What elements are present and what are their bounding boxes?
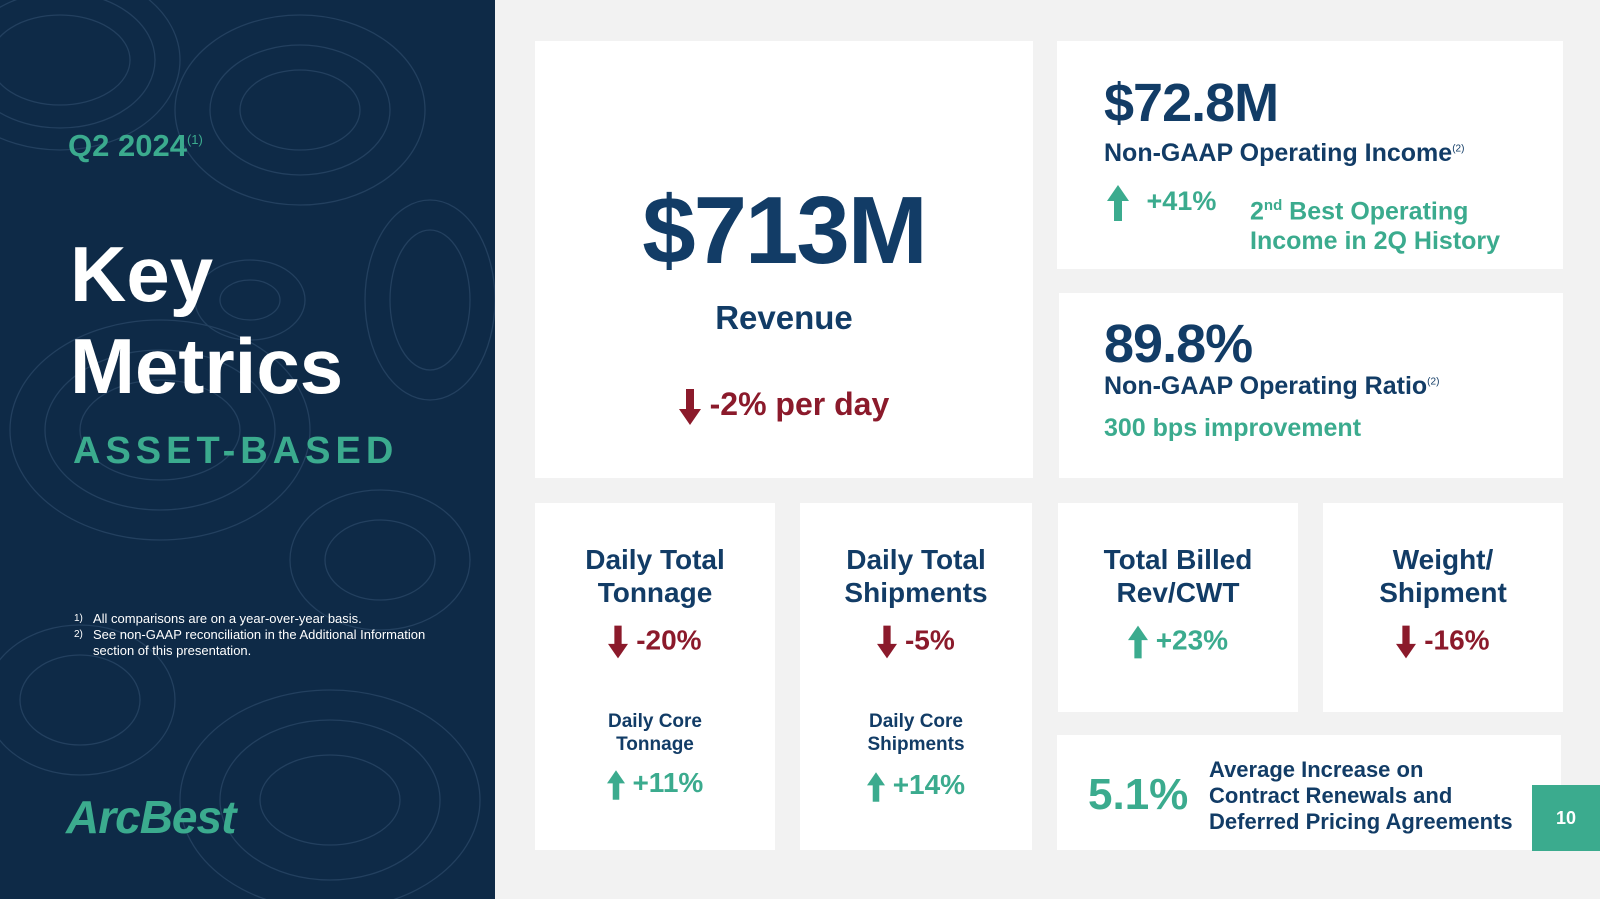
contract-description: Average Increase on Contract Renewals an… — [1209, 757, 1513, 835]
note-superscript: nd — [1263, 197, 1283, 214]
period-label: Q2 2024(1) — [68, 128, 203, 164]
arrow-up-icon — [1127, 625, 1148, 659]
arrow-down-icon — [1396, 625, 1417, 659]
arrow-up-icon — [866, 771, 885, 802]
revenue-change-text: -2% per day — [709, 386, 890, 422]
footnote-item: 1) All comparisons are on a year-over-ye… — [74, 611, 464, 627]
arrow-up-icon — [606, 769, 625, 800]
core-shipments-title: Daily Core Shipments — [800, 710, 1032, 756]
operating-income-note-line-2: Income in 2Q History — [1250, 227, 1501, 256]
note-prefix: 2 — [1250, 197, 1264, 226]
operating-ratio-label: Non-GAAP Operating Ratio(2) — [1104, 372, 1439, 401]
page-title: Key Metrics — [70, 228, 343, 412]
revenue-card: $713M Revenue -2% per day — [535, 41, 1033, 478]
segment-subtitle: ASSET-BASED — [73, 430, 399, 472]
billed-rev-title: Total Billed Rev/CWT — [1058, 543, 1298, 609]
shipments-title-line-2: Shipments — [844, 577, 988, 608]
contract-line-2: Contract Renewals and — [1209, 783, 1453, 808]
arrow-down-icon — [608, 625, 629, 659]
tonnage-title: Daily Total Tonnage — [535, 543, 775, 609]
operating-ratio-label-text: Non-GAAP Operating Ratio — [1104, 372, 1428, 400]
tonnage-title-line-1: Daily Total — [585, 544, 725, 575]
operating-income-label: Non-GAAP Operating Income(2) — [1104, 139, 1464, 168]
topographic-pattern — [0, 0, 495, 899]
operating-income-value: $72.8M — [1104, 73, 1279, 133]
tonnage-title-line-2: Tonnage — [597, 577, 713, 608]
tonnage-change: -20% — [535, 624, 775, 660]
revenue-value: $713M — [642, 177, 928, 284]
arrow-up-icon — [1107, 185, 1129, 221]
title-line-1: Key — [70, 230, 214, 318]
weight-change: -16% — [1323, 624, 1563, 660]
contract-card: 5.1% Average Increase on Contract Renewa… — [1057, 735, 1561, 850]
core-shipments-line-1: Daily Core — [869, 711, 963, 732]
arcbest-logo: ArcBest — [66, 791, 236, 843]
footnote-number: 1) — [74, 613, 83, 624]
shipments-change: -5% — [800, 624, 1032, 660]
core-shipments-change-text: +14% — [892, 769, 966, 800]
billed-rev-title-line-2: Rev/CWT — [1116, 577, 1240, 608]
core-tonnage-title: Daily Core Tonnage — [535, 710, 775, 756]
contract-line-1: Average Increase on — [1209, 757, 1424, 782]
operating-ratio-value: 89.8% — [1104, 314, 1253, 374]
shipments-change-text: -5% — [904, 624, 955, 656]
billed-rev-title-line-1: Total Billed — [1103, 544, 1253, 575]
billed-rev-change-text: +23% — [1155, 624, 1229, 656]
operating-income-change: +41% — [1107, 185, 1216, 221]
operating-ratio-note: 300 bps improvement — [1104, 414, 1362, 442]
shipments-card: Daily Total Shipments -5% Daily Core Shi… — [800, 503, 1032, 850]
footnote-text: See non-GAAP reconciliation in the Addit… — [93, 627, 426, 658]
operating-income-note: 2nd Best Operating Income in 2Q History — [1250, 191, 1500, 256]
tonnage-change-text: -20% — [636, 624, 702, 656]
footnote-number: 2) — [74, 629, 83, 640]
weight-change-text: -16% — [1424, 624, 1490, 656]
contract-line-3: Deferred Pricing Agreements — [1209, 809, 1513, 834]
title-line-2: Metrics — [70, 322, 344, 410]
operating-income-card: $72.8M Non-GAAP Operating Income(2) +41%… — [1057, 41, 1563, 269]
billed-rev-card: Total Billed Rev/CWT +23% — [1058, 503, 1298, 712]
core-tonnage-change-text: +11% — [632, 767, 704, 798]
tonnage-card: Daily Total Tonnage -20% Daily Core Tonn… — [535, 503, 775, 850]
shipments-title-line-1: Daily Total — [846, 544, 986, 575]
arrow-down-icon — [877, 625, 898, 659]
operating-ratio-footnote: (2) — [1427, 376, 1440, 388]
weight-title-line-1: Weight/ — [1392, 544, 1494, 575]
contract-value: 5.1% — [1088, 770, 1189, 819]
operating-income-note-line-1: 2nd Best Operating — [1250, 191, 1500, 226]
core-tonnage-line-1: Daily Core — [608, 711, 702, 732]
revenue-label: Revenue — [715, 299, 853, 336]
arrow-down-icon — [678, 388, 701, 425]
sidebar-panel: Q2 2024(1) Key Metrics ASSET-BASED 1) Al… — [0, 0, 495, 899]
weight-title: Weight/ Shipment — [1323, 543, 1563, 609]
operating-ratio-card: 89.8% Non-GAAP Operating Ratio(2) 300 bp… — [1059, 293, 1563, 478]
billed-rev-change: +23% — [1058, 624, 1298, 660]
core-shipments-change: +14% — [800, 769, 1032, 803]
weight-title-line-2: Shipment — [1379, 577, 1507, 608]
page-number: 10 — [1532, 785, 1600, 851]
period-text: Q2 2024 — [68, 128, 187, 163]
core-tonnage-change: +11% — [535, 767, 775, 801]
operating-income-label-text: Non-GAAP Operating Income — [1104, 139, 1453, 167]
operating-income-change-text: +41% — [1146, 186, 1217, 217]
core-tonnage-line-2: Tonnage — [616, 734, 694, 755]
footnotes: 1) All comparisons are on a year-over-ye… — [74, 611, 464, 659]
shipments-title: Daily Total Shipments — [800, 543, 1032, 609]
footnote-text: All comparisons are on a year-over-year … — [93, 611, 362, 626]
weight-card: Weight/ Shipment -16% — [1323, 503, 1563, 712]
note-line-1-rest: Best Operating — [1282, 197, 1469, 226]
operating-income-footnote: (2) — [1452, 143, 1465, 155]
period-footnote: (1) — [186, 132, 203, 147]
footnote-item: 2) See non-GAAP reconciliation in the Ad… — [74, 627, 464, 659]
revenue-change: -2% per day — [535, 386, 1033, 425]
core-shipments-line-2: Shipments — [867, 734, 965, 755]
